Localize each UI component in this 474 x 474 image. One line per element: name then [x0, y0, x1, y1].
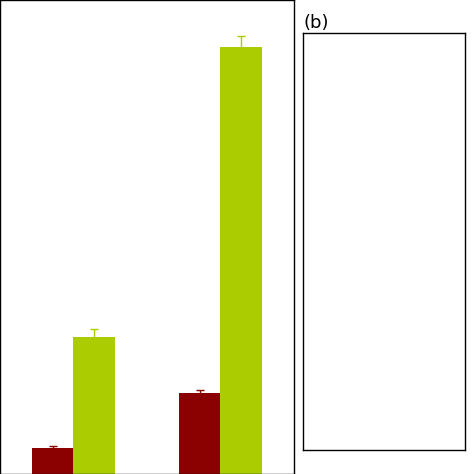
Bar [32, 448, 73, 474]
Bar [220, 47, 262, 474]
Text: (b): (b) [303, 14, 329, 32]
Bar [73, 337, 115, 474]
Bar [179, 393, 220, 474]
